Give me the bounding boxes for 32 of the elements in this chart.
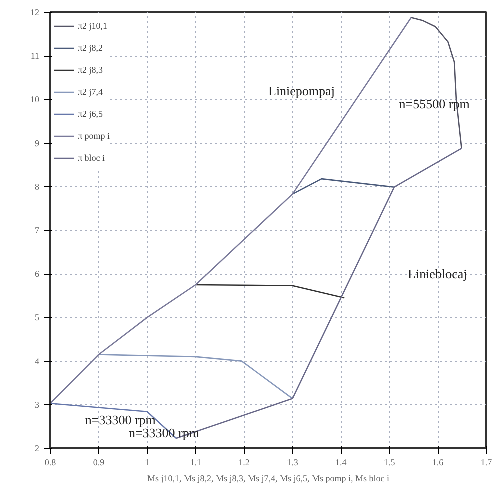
y-tick-label: 3 bbox=[35, 400, 40, 410]
legend-label: π bloc i bbox=[78, 153, 106, 163]
legend-label: π2 j7,4 bbox=[78, 87, 104, 97]
annotation: Linieblocaj bbox=[408, 266, 468, 282]
y-tick-label: 10 bbox=[30, 94, 40, 105]
x-tick-label: 1.3 bbox=[287, 458, 299, 468]
x-tick-label: 0.8 bbox=[44, 458, 57, 468]
x-tick-label: 0.9 bbox=[93, 458, 106, 468]
x-tick-label: 1.4 bbox=[336, 458, 348, 468]
x-tick-label: 1.1 bbox=[190, 458, 202, 468]
y-tick-label: 8 bbox=[35, 182, 40, 192]
x-axis-title: Ms j10,1, Ms j8,2, Ms j8,3, Ms j7,4, Ms j6,5, Ms pomp i, Ms bloc i bbox=[147, 474, 390, 484]
y-tick-label: 6 bbox=[35, 269, 40, 280]
y-tick-label: 5 bbox=[35, 312, 40, 323]
x-tick-label: 1.5 bbox=[384, 458, 396, 468]
y-tick-label: 12 bbox=[30, 8, 40, 18]
legend-label: π2 j8,2 bbox=[78, 43, 104, 53]
y-tick-label: 11 bbox=[30, 51, 40, 62]
y-tick-label: 9 bbox=[35, 138, 40, 148]
y-tick-label: 7 bbox=[35, 226, 40, 236]
y-tick-label: 4 bbox=[35, 356, 40, 366]
annotation: Liniepompaj bbox=[268, 83, 335, 98]
x-tick-label: 1 bbox=[145, 458, 150, 468]
legend-label: π2 j8,3 bbox=[78, 65, 104, 75]
x-tick-label: 1.2 bbox=[238, 458, 250, 468]
legend-label: π pomp i bbox=[78, 131, 110, 141]
x-tick-label: 1.7 bbox=[480, 458, 493, 468]
y-tick-label: 2 bbox=[35, 444, 40, 454]
annotation: n=33300 rpm bbox=[85, 412, 156, 428]
legend-label: π2 j10,1 bbox=[78, 21, 108, 31]
x-tick-label: 1.6 bbox=[432, 458, 444, 468]
legend-label: π2 j6,5 bbox=[78, 109, 104, 119]
